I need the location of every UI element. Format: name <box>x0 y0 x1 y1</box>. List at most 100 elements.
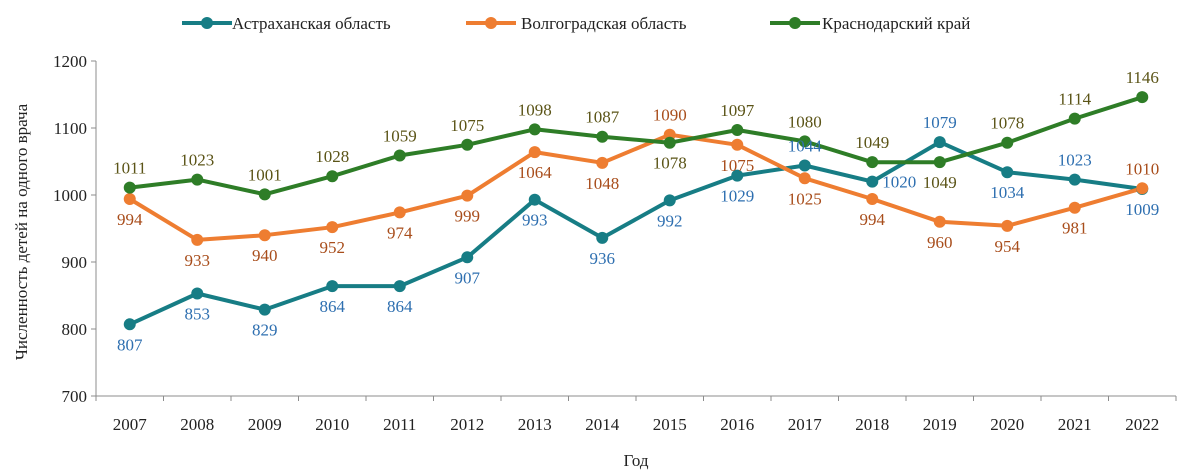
data-label-krasnodar: 1049 <box>923 173 957 192</box>
legend-item-krasnodar: Краснодарский край <box>770 14 970 33</box>
data-label-krasnodar: 1098 <box>518 100 552 119</box>
x-axis-title: Год <box>624 451 649 470</box>
x-tick-label: 2013 <box>518 415 552 434</box>
data-point-krasnodar <box>191 173 204 186</box>
data-point-volgograd <box>933 215 946 228</box>
y-tick-label: 1200 <box>53 52 87 71</box>
data-label-astrakhan: 907 <box>455 268 481 287</box>
data-label-krasnodar: 1078 <box>990 114 1024 133</box>
data-point-krasnodar <box>663 136 676 149</box>
x-tick-label: 2007 <box>113 415 148 434</box>
legend-marker-astrakhan <box>201 17 213 29</box>
x-tick-label: 2019 <box>923 415 957 434</box>
data-label-krasnodar: 1075 <box>450 116 484 135</box>
data-point-astrakhan <box>798 159 811 172</box>
data-label-volgograd: 1048 <box>585 174 619 193</box>
data-point-astrakhan <box>596 231 609 244</box>
x-tick-label: 2014 <box>585 415 620 434</box>
x-tick-label: 2011 <box>383 415 416 434</box>
x-tick-label: 2016 <box>720 415 754 434</box>
data-point-volgograd <box>798 172 811 185</box>
data-point-krasnodar <box>798 135 811 148</box>
data-label-volgograd: 1075 <box>720 156 754 175</box>
data-point-volgograd <box>258 229 271 242</box>
data-point-krasnodar <box>528 123 541 136</box>
data-label-astrakhan: 853 <box>185 304 211 323</box>
data-point-krasnodar <box>393 149 406 162</box>
y-tick-label: 1100 <box>54 119 87 138</box>
data-label-astrakhan: 1020 <box>882 173 916 192</box>
data-point-astrakhan <box>731 169 744 182</box>
legend-marker-krasnodar <box>789 17 801 29</box>
data-label-krasnodar: 1087 <box>585 108 620 127</box>
data-labels: 807 853 829 864 864 907 993 936 992 1029 1044 1020 1… <box>113 68 1159 354</box>
data-point-volgograd <box>1068 201 1081 214</box>
x-tick-label: 2015 <box>653 415 687 434</box>
data-point-krasnodar <box>596 130 609 143</box>
series-lines <box>123 91 1149 331</box>
data-point-krasnodar <box>866 156 879 169</box>
x-tick-label: 2012 <box>450 415 484 434</box>
data-label-krasnodar: 1059 <box>383 126 417 145</box>
data-point-krasnodar <box>1001 136 1014 149</box>
legend-label-astrakhan: Астраханская область <box>232 14 391 33</box>
series-line-volgograd <box>128 132 1143 242</box>
data-point-volgograd <box>393 206 406 219</box>
data-label-volgograd: 981 <box>1062 219 1088 238</box>
data-label-astrakhan: 864 <box>320 297 346 316</box>
data-label-krasnodar: 1049 <box>855 133 889 152</box>
data-label-volgograd: 999 <box>455 207 481 226</box>
data-point-astrakhan <box>866 175 879 188</box>
series-line-krasnodar <box>129 95 1143 197</box>
y-axis-title: Численность детей на одного врача <box>12 103 31 360</box>
legend-marker-volgograd <box>485 17 497 29</box>
data-label-astrakhan: 992 <box>657 211 683 230</box>
legend-item-astrakhan: Астраханская область <box>182 14 391 33</box>
data-point-volgograd <box>191 233 204 246</box>
data-label-volgograd: 1025 <box>788 189 822 208</box>
data-label-krasnodar: 1078 <box>653 154 687 173</box>
data-label-astrakhan: 936 <box>590 249 616 268</box>
x-tick-label: 2020 <box>990 415 1024 434</box>
data-point-astrakhan <box>663 194 676 207</box>
data-point-volgograd <box>1001 219 1014 232</box>
data-point-volgograd <box>596 156 609 169</box>
data-point-astrakhan <box>191 287 204 300</box>
x-tick-label: 2018 <box>855 415 889 434</box>
data-label-volgograd: 974 <box>387 223 413 242</box>
data-label-astrakhan: 1044 <box>788 137 823 156</box>
data-label-krasnodar: 1028 <box>315 147 349 166</box>
legend: Астраханская область Волгоградская облас… <box>182 14 970 33</box>
data-label-astrakhan: 1023 <box>1058 151 1092 170</box>
data-point-astrakhan <box>1001 166 1014 179</box>
data-point-astrakhan <box>123 318 136 331</box>
data-point-krasnodar <box>123 181 136 194</box>
data-point-volgograd <box>866 193 879 206</box>
data-label-krasnodar: 1023 <box>180 151 214 170</box>
data-point-astrakhan <box>528 193 541 206</box>
data-label-krasnodar: 1114 <box>1058 90 1091 109</box>
data-label-krasnodar: 1080 <box>788 112 822 131</box>
data-label-volgograd: 1064 <box>518 163 553 182</box>
data-label-volgograd: 940 <box>252 246 278 265</box>
data-label-astrakhan: 1034 <box>990 183 1025 202</box>
data-point-krasnodar <box>1068 112 1081 125</box>
x-tick-label: 2022 <box>1125 415 1159 434</box>
data-point-krasnodar <box>933 156 946 169</box>
data-point-volgograd <box>528 146 541 159</box>
data-point-astrakhan <box>933 136 946 149</box>
data-label-krasnodar: 1011 <box>113 159 146 178</box>
data-label-volgograd: 994 <box>860 210 886 229</box>
data-point-krasnodar <box>258 188 271 201</box>
y-tick-label: 1000 <box>53 186 87 205</box>
data-point-astrakhan <box>258 303 271 316</box>
data-label-krasnodar: 1146 <box>1126 68 1159 87</box>
y-tick-label: 700 <box>62 387 88 406</box>
data-point-astrakhan <box>1068 173 1081 186</box>
data-label-astrakhan: 1009 <box>1125 200 1159 219</box>
data-point-volgograd <box>731 138 744 151</box>
legend-label-krasnodar: Краснодарский край <box>822 14 970 33</box>
axes: 700 800 900 1000 1100 1200 2007 2008 2009 2010 201… <box>53 52 1177 434</box>
data-label-astrakhan: 829 <box>252 321 278 340</box>
data-label-volgograd: 952 <box>320 238 346 257</box>
